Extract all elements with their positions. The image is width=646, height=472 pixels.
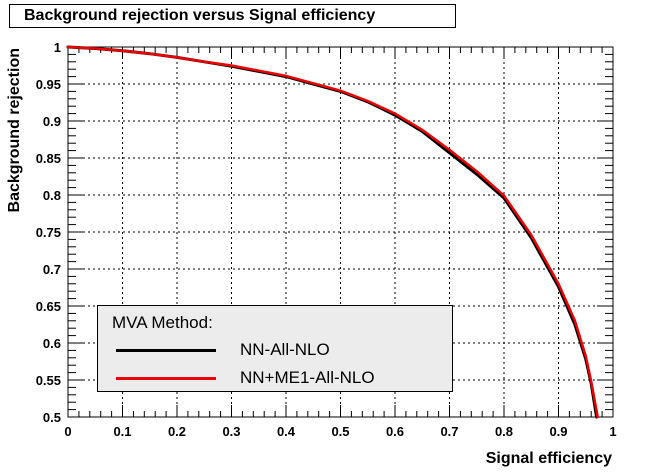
x-tick-label: 0.5 xyxy=(331,424,349,439)
x-tick-label: 1 xyxy=(609,424,616,439)
x-tick-label: 0 xyxy=(64,424,71,439)
x-axis-label: Signal efficiency xyxy=(486,450,612,467)
axis-ticks xyxy=(67,46,614,418)
legend-label-nn-me1-all-nlo: NN+ME1-All-NLO xyxy=(240,368,375,387)
legend-label-nn-all-nlo: NN-All-NLO xyxy=(240,340,330,359)
tick-labels: 0 0.1 0.2 0.3 0.4 0.5 0.6 0.7 0.8 0.9 1 0.5 0.55 0.6 0… xyxy=(36,40,617,439)
y-tick-label: 0.55 xyxy=(36,373,61,388)
y-tick-label: 0.95 xyxy=(36,77,61,92)
series-lines xyxy=(66,45,599,419)
x-tick-label: 0.7 xyxy=(440,424,458,439)
y-tick-label: 0.6 xyxy=(43,336,61,351)
y-tick-label: 0.7 xyxy=(43,262,61,277)
x-tick-label: 0.3 xyxy=(222,424,240,439)
y-tick-label: 0.75 xyxy=(36,225,61,240)
y-tick-label: 0.9 xyxy=(43,114,61,129)
series-line-nn-me1-all-nlo xyxy=(66,45,599,419)
x-tick-label: 0.4 xyxy=(277,424,296,439)
y-tick-label: 0.65 xyxy=(36,299,61,314)
legend-title: MVA Method: xyxy=(112,313,213,332)
legend-entry-nn-all-nlo: NN-All-NLO xyxy=(116,339,436,361)
y-tick-label: 0.8 xyxy=(43,188,61,203)
legend-swatch-nn-all-nlo xyxy=(116,349,216,352)
x-tick-label: 0.9 xyxy=(549,424,567,439)
y-tick-label: 0.85 xyxy=(36,151,61,166)
y-tick-label: 1 xyxy=(54,40,61,55)
x-tick-label: 0.8 xyxy=(495,424,513,439)
x-tick-label: 0.6 xyxy=(386,424,404,439)
x-tick-label: 0.1 xyxy=(113,424,131,439)
x-tick-label: 0.2 xyxy=(168,424,186,439)
y-axis-label: Background rejection xyxy=(6,48,23,212)
y-tick-label: 0.5 xyxy=(43,410,61,425)
chart-title: Background rejection versus Signal effic… xyxy=(9,4,456,28)
legend: MVA Method: NN-All-NLO NN+ME1-All-NLO xyxy=(97,305,453,392)
legend-swatch-nn-me1-all-nlo xyxy=(116,377,216,380)
legend-entry-nn-me1-all-nlo: NN+ME1-All-NLO xyxy=(116,367,436,389)
